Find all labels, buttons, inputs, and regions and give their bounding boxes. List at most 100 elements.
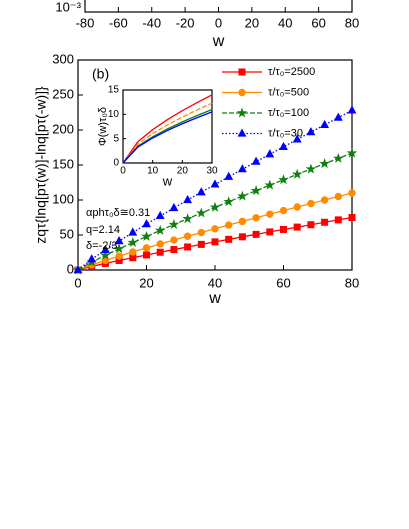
marker bbox=[156, 240, 164, 248]
marker bbox=[170, 236, 178, 244]
y-tick-label: 100 bbox=[52, 191, 74, 206]
x-tick-label: 0 bbox=[120, 166, 126, 177]
marker bbox=[211, 225, 219, 233]
series-line bbox=[122, 102, 213, 164]
y-tick-label: 15 bbox=[108, 85, 120, 96]
y-tick-label: 250 bbox=[52, 86, 74, 101]
marker bbox=[184, 243, 192, 251]
marker bbox=[291, 168, 303, 179]
y-axis-label: Φ(w)τ₀δ bbox=[97, 107, 109, 146]
marker bbox=[280, 225, 287, 233]
marker bbox=[306, 127, 316, 136]
marker bbox=[183, 194, 193, 204]
marker bbox=[252, 214, 260, 222]
marker bbox=[170, 246, 178, 254]
y-tick-label: 0 bbox=[67, 261, 74, 276]
x-axis-label: w bbox=[162, 173, 173, 188]
marker bbox=[333, 112, 343, 121]
marker bbox=[156, 248, 164, 256]
y-tick-label: 5 bbox=[113, 133, 119, 144]
marker bbox=[100, 244, 110, 254]
marker bbox=[293, 203, 301, 211]
marker bbox=[250, 185, 262, 196]
marker bbox=[127, 237, 139, 248]
annotation: q=2.14 bbox=[86, 224, 120, 236]
marker bbox=[293, 223, 301, 231]
legend-marker bbox=[236, 107, 248, 118]
annotation: δ=-2/3 bbox=[86, 240, 118, 252]
marker bbox=[154, 224, 166, 235]
x-tick-label: 80 bbox=[345, 15, 359, 30]
marker bbox=[238, 233, 246, 241]
marker bbox=[114, 236, 124, 245]
marker bbox=[196, 207, 207, 218]
annotation: (b) bbox=[92, 66, 109, 82]
marker bbox=[142, 244, 151, 252]
marker bbox=[347, 105, 357, 114]
marker bbox=[128, 227, 138, 236]
legend-marker bbox=[238, 68, 246, 76]
legend-label: τ/τ₀=100 bbox=[268, 107, 309, 119]
marker bbox=[251, 156, 261, 165]
x-tick-label: 10 bbox=[147, 166, 159, 177]
marker bbox=[266, 210, 274, 218]
y-tick-label: 50 bbox=[60, 226, 74, 241]
marker bbox=[237, 164, 247, 173]
marker bbox=[279, 141, 288, 150]
marker bbox=[346, 147, 358, 158]
x-tick-label: 20 bbox=[139, 275, 153, 290]
x-tick-label: 20 bbox=[245, 15, 259, 30]
x-tick-label: -40 bbox=[142, 15, 161, 30]
series-line bbox=[122, 111, 213, 164]
y-tick-label: 200 bbox=[52, 121, 74, 136]
x-axis-label: w bbox=[212, 33, 225, 50]
marker bbox=[334, 192, 342, 201]
marker bbox=[169, 202, 179, 212]
marker bbox=[143, 251, 150, 259]
annotation: αphτ₀δ≅0.31 bbox=[86, 207, 150, 219]
marker bbox=[264, 179, 276, 190]
y-tick-label: 10 bbox=[108, 109, 120, 120]
y-axis-label: zqτ{lnq[pτ(w)]-lnq[pτ(-w)]} bbox=[33, 86, 49, 244]
marker bbox=[129, 248, 137, 256]
marker bbox=[334, 216, 342, 224]
x-tick-label: 20 bbox=[177, 166, 189, 177]
y-tick-label: 0 bbox=[113, 158, 119, 169]
marker bbox=[209, 201, 221, 212]
marker bbox=[320, 119, 330, 128]
legend-label: τ/τ₀=500 bbox=[268, 86, 309, 98]
marker bbox=[266, 228, 274, 236]
x-tick-label: 40 bbox=[208, 275, 222, 290]
plot-frame bbox=[122, 89, 213, 164]
marker bbox=[307, 199, 315, 208]
x-tick-label: -60 bbox=[109, 15, 128, 30]
marker bbox=[319, 158, 330, 169]
marker bbox=[87, 254, 97, 263]
legend-marker bbox=[238, 88, 246, 97]
marker bbox=[237, 190, 248, 201]
marker bbox=[348, 189, 356, 197]
marker bbox=[307, 221, 315, 229]
y-tick-label: 300 bbox=[52, 51, 74, 66]
legend-marker bbox=[237, 128, 247, 137]
marker bbox=[292, 134, 302, 143]
marker bbox=[141, 230, 152, 241]
marker bbox=[278, 174, 289, 185]
x-tick-label: 60 bbox=[311, 15, 325, 30]
x-tick-label: 30 bbox=[206, 166, 218, 177]
marker bbox=[100, 249, 111, 260]
marker bbox=[224, 171, 234, 180]
marker bbox=[348, 214, 356, 221]
marker bbox=[333, 152, 344, 163]
marker bbox=[238, 217, 247, 226]
y-tick-label: 10⁻³ bbox=[55, 0, 81, 14]
marker bbox=[115, 252, 123, 260]
marker bbox=[183, 232, 192, 240]
marker bbox=[142, 219, 151, 228]
legend-label: τ/τ₀=30 bbox=[268, 127, 303, 139]
marker bbox=[223, 196, 234, 207]
marker bbox=[225, 235, 233, 243]
x-axis-label: w bbox=[208, 290, 221, 307]
series-line bbox=[122, 94, 213, 164]
